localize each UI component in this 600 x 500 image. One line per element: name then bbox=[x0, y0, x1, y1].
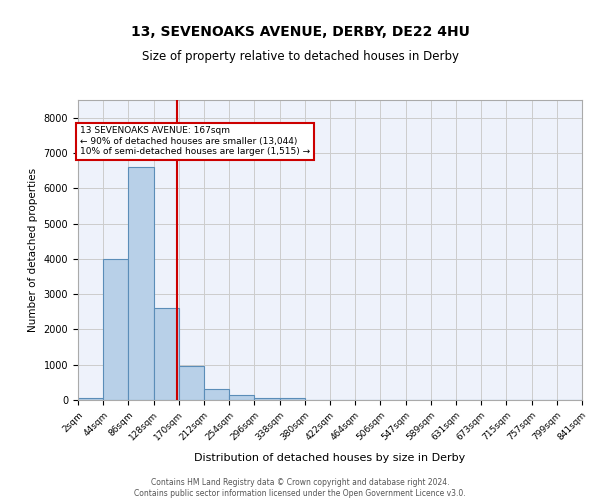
Bar bbox=[254, 398, 280, 400]
Bar bbox=[280, 398, 305, 400]
Bar bbox=[179, 366, 204, 400]
Bar bbox=[154, 308, 179, 400]
Text: 13, SEVENOAKS AVENUE, DERBY, DE22 4HU: 13, SEVENOAKS AVENUE, DERBY, DE22 4HU bbox=[131, 25, 469, 39]
Bar bbox=[229, 396, 254, 400]
Bar bbox=[204, 389, 229, 400]
Y-axis label: Number of detached properties: Number of detached properties bbox=[28, 168, 38, 332]
Bar bbox=[78, 398, 103, 400]
Text: Size of property relative to detached houses in Derby: Size of property relative to detached ho… bbox=[142, 50, 458, 63]
Text: Contains HM Land Registry data © Crown copyright and database right 2024.
Contai: Contains HM Land Registry data © Crown c… bbox=[134, 478, 466, 498]
Text: 13 SEVENOAKS AVENUE: 167sqm
← 90% of detached houses are smaller (13,044)
10% of: 13 SEVENOAKS AVENUE: 167sqm ← 90% of det… bbox=[80, 126, 310, 156]
Bar bbox=[128, 167, 154, 400]
Bar bbox=[103, 259, 128, 400]
X-axis label: Distribution of detached houses by size in Derby: Distribution of detached houses by size … bbox=[194, 453, 466, 463]
